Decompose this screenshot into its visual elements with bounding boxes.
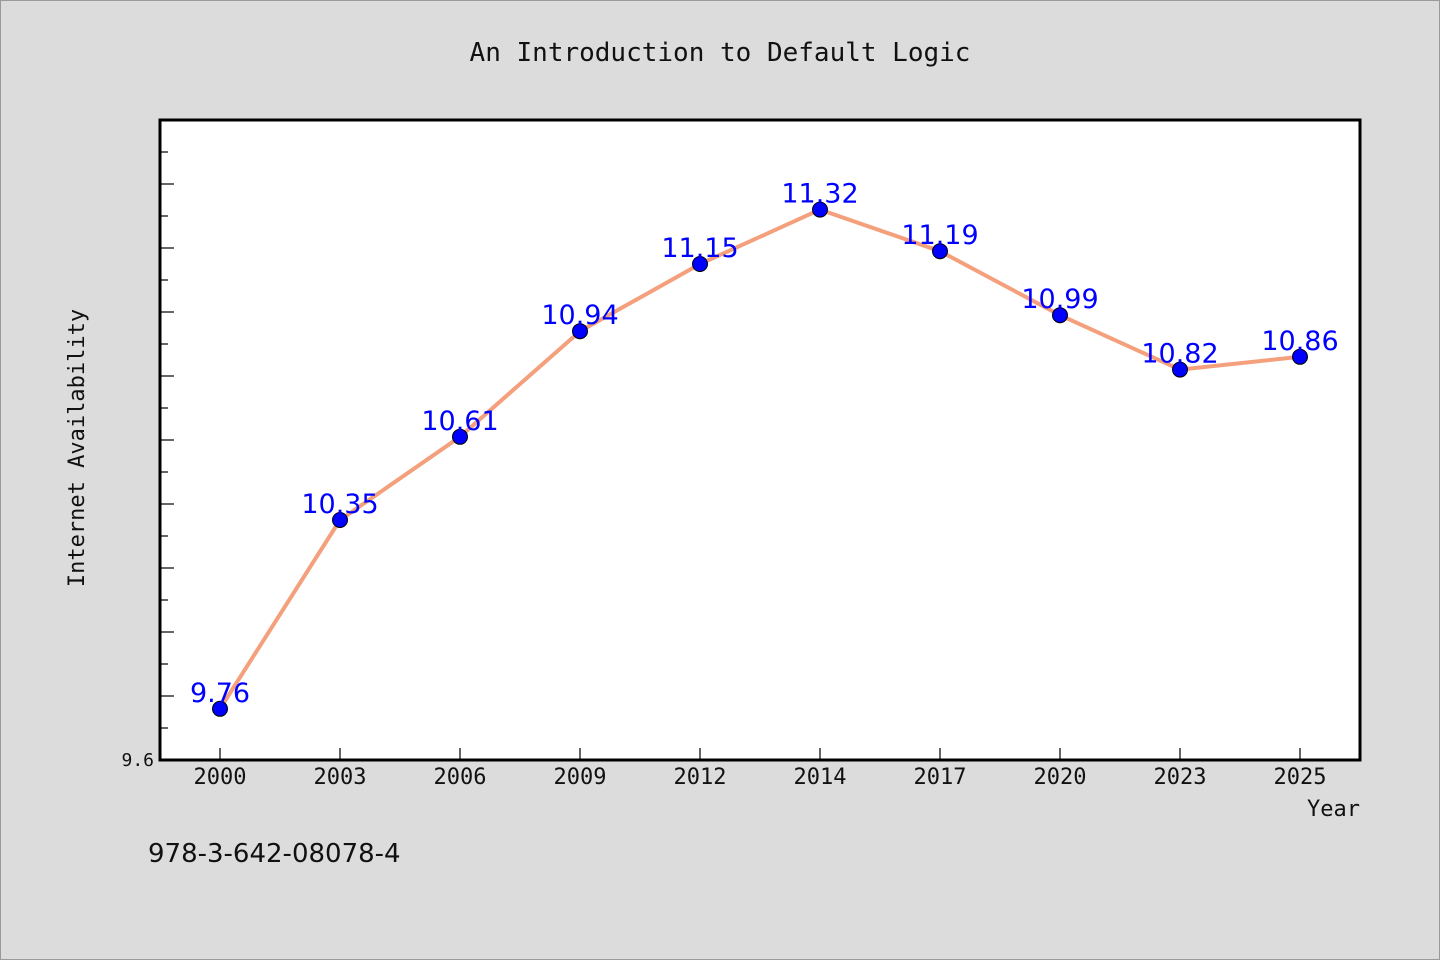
x-tick-label: 2006 bbox=[434, 765, 487, 790]
isbn-label: 978-3-642-08078-4 bbox=[148, 839, 401, 869]
data-label: 10.99 bbox=[1021, 284, 1098, 315]
x-axis-title: Year bbox=[1307, 797, 1360, 822]
data-point bbox=[1292, 348, 1308, 365]
data-label: 10.94 bbox=[541, 300, 618, 331]
data-label: 10.82 bbox=[1141, 339, 1218, 370]
x-tick-label: 2023 bbox=[1154, 765, 1207, 790]
x-tick-label: 2017 bbox=[914, 765, 967, 790]
data-point bbox=[812, 201, 828, 218]
data-point bbox=[692, 256, 708, 272]
y-axis-title: Internet Availability bbox=[65, 309, 90, 587]
plot-area bbox=[158, 118, 1362, 762]
data-point bbox=[212, 700, 228, 717]
data-point bbox=[1172, 361, 1188, 378]
series-line bbox=[218, 207, 1302, 711]
x-tick-label: 2014 bbox=[794, 765, 847, 790]
data-point bbox=[452, 428, 468, 445]
y-axis-ticks: 9.6 bbox=[121, 151, 174, 771]
data-label: 11.15 bbox=[661, 233, 738, 264]
data-label: 11.19 bbox=[901, 220, 978, 251]
data-point bbox=[932, 243, 948, 260]
x-axis-ticks: 2000 2003 2006 2009 2012 2014 2017 2020 2023 2025 bbox=[194, 748, 1327, 790]
data-label: 10.61 bbox=[421, 406, 498, 437]
data-label: 9.76 bbox=[190, 678, 250, 709]
data-label: 10.35 bbox=[301, 489, 378, 520]
x-tick-label: 2020 bbox=[1034, 765, 1087, 790]
x-tick-label: 2025 bbox=[1274, 765, 1327, 790]
data-point bbox=[572, 323, 588, 340]
y-tick-label: 9.6 bbox=[121, 750, 154, 771]
x-tick-label: 2012 bbox=[674, 765, 727, 790]
data-label: 10.86 bbox=[1261, 326, 1338, 357]
data-point bbox=[1052, 307, 1068, 324]
x-tick-label: 2009 bbox=[554, 765, 607, 790]
x-tick-label: 2000 bbox=[194, 765, 247, 790]
data-point bbox=[332, 512, 348, 528]
chart-title: An Introduction to Default Logic bbox=[470, 38, 971, 68]
series-layer: 9.76 10.35 10.61 10.94 11.15 11.32 11.19 10.99 1… bbox=[190, 179, 1339, 717]
data-label: 11.32 bbox=[781, 179, 858, 210]
x-tick-label: 2003 bbox=[314, 765, 367, 790]
